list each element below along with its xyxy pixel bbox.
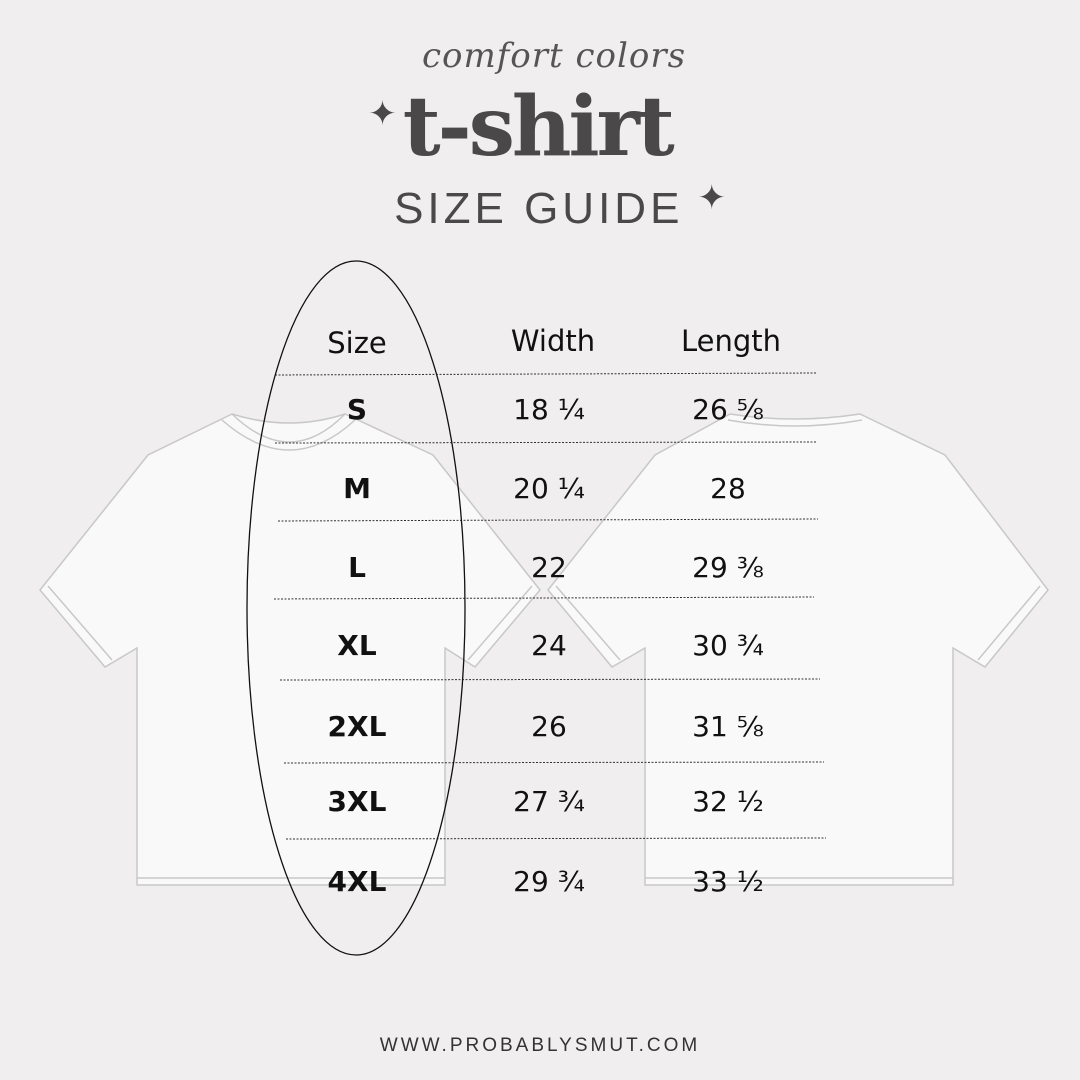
cell-size: L: [348, 551, 366, 584]
cell-length: 30 ¾: [692, 629, 764, 662]
row-divider: [274, 372, 817, 376]
footer-row: WWW.PROBABLYSMUT.COM: [0, 1034, 1080, 1058]
cell-width: 22: [531, 551, 567, 584]
cell-length: 31 ⅝: [692, 710, 764, 743]
row-divider: [273, 596, 815, 600]
tshirt-back: [547, 413, 1049, 886]
brand-row: comfort colors: [0, 36, 1080, 76]
sparkle-icon: ✦: [697, 178, 726, 218]
title-row: ✦ t-shirt: [0, 82, 1080, 172]
page-title: t-shirt: [402, 79, 675, 175]
cell-width: 18 ¼: [513, 393, 585, 426]
cell-size: XL: [337, 629, 377, 662]
tshirt-front: [39, 413, 541, 886]
cell-length: 32 ½: [692, 785, 764, 818]
column-header-size: Size: [327, 326, 387, 360]
row-divider: [285, 837, 827, 840]
page-subtitle: SIZE GUIDE: [394, 184, 684, 233]
size-column-highlight-ellipse: [246, 260, 466, 956]
cell-size: 2XL: [327, 710, 387, 743]
row-divider: [274, 441, 817, 444]
subtitle-row: SIZE GUIDE ✦: [0, 180, 1080, 234]
cell-width: 29 ¾: [513, 865, 585, 898]
cell-width: 27 ¾: [513, 785, 585, 818]
cell-length: 29 ⅜: [692, 551, 764, 584]
sparkle-icon: ✦: [368, 94, 397, 134]
cell-length: 33 ½: [692, 865, 764, 898]
cell-size: S: [346, 393, 368, 426]
cell-width: 20 ¼: [513, 472, 585, 505]
column-header-width: Width: [510, 324, 596, 358]
column-header-length: Length: [680, 324, 782, 358]
cell-width: 26: [531, 710, 567, 743]
cell-length: 28: [710, 472, 746, 505]
row-divider: [283, 761, 825, 764]
row-divider: [279, 678, 821, 681]
cell-size: M: [343, 472, 371, 505]
cell-width: 24: [531, 629, 567, 662]
cell-length: 26 ⅝: [692, 393, 764, 426]
row-dividers: [273, 372, 827, 840]
website-url: WWW.PROBABLYSMUT.COM: [379, 1035, 701, 1056]
row-divider: [277, 518, 819, 522]
brand-name: comfort colors: [421, 36, 687, 76]
cell-size: 4XL: [327, 865, 387, 898]
cell-size: 3XL: [327, 785, 387, 818]
